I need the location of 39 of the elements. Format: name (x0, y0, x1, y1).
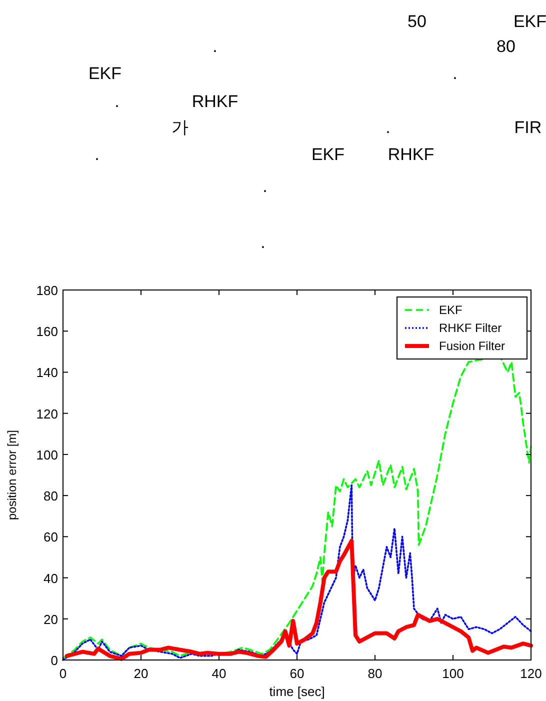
text: EKF (88, 64, 122, 83)
text: RHKF (388, 145, 434, 164)
x-tick-label: 60 (290, 666, 304, 681)
legend-label: RHKF Filter (439, 321, 502, 335)
x-tick-label: 80 (368, 666, 382, 681)
y-tick-label: 140 (36, 365, 58, 380)
y-tick-label: 60 (44, 530, 58, 545)
text: RHKF (192, 92, 238, 111)
text: . (386, 118, 390, 137)
text: . (452, 64, 458, 83)
x-tick-label: 40 (212, 666, 226, 681)
line-series (64, 538, 533, 661)
line-series (62, 484, 532, 661)
text: . (262, 177, 268, 196)
text: . (212, 37, 218, 56)
text: . (94, 145, 100, 164)
text: 50 (408, 12, 426, 31)
x-tick-label: 120 (520, 666, 542, 681)
y-tick-label: 100 (36, 447, 58, 462)
y-tick-label: 40 (44, 570, 58, 586)
text: 80 (496, 37, 516, 56)
text: . (114, 92, 120, 111)
legend-label: EKF (439, 303, 462, 317)
legend-label: Fusion Filter (439, 339, 506, 353)
text: EKF (311, 145, 345, 164)
x-axis-title: time [sec] (269, 684, 325, 699)
text: 가 (172, 118, 188, 137)
y-tick-label: 20 (44, 612, 58, 627)
y-tick-label: 120 (36, 406, 58, 422)
y-tick-label: 180 (36, 283, 58, 298)
x-tick-label: 20 (134, 666, 148, 681)
y-axis-title: position error [m] (5, 430, 19, 520)
y-tick-label: 0 (50, 653, 58, 668)
text: FIR (514, 118, 542, 137)
x-tick-label: 100 (442, 666, 464, 681)
y-tick-label: 80 (44, 488, 58, 504)
y-tick-label: 160 (36, 324, 58, 340)
text: EKF (513, 12, 546, 31)
text: . (260, 233, 266, 252)
